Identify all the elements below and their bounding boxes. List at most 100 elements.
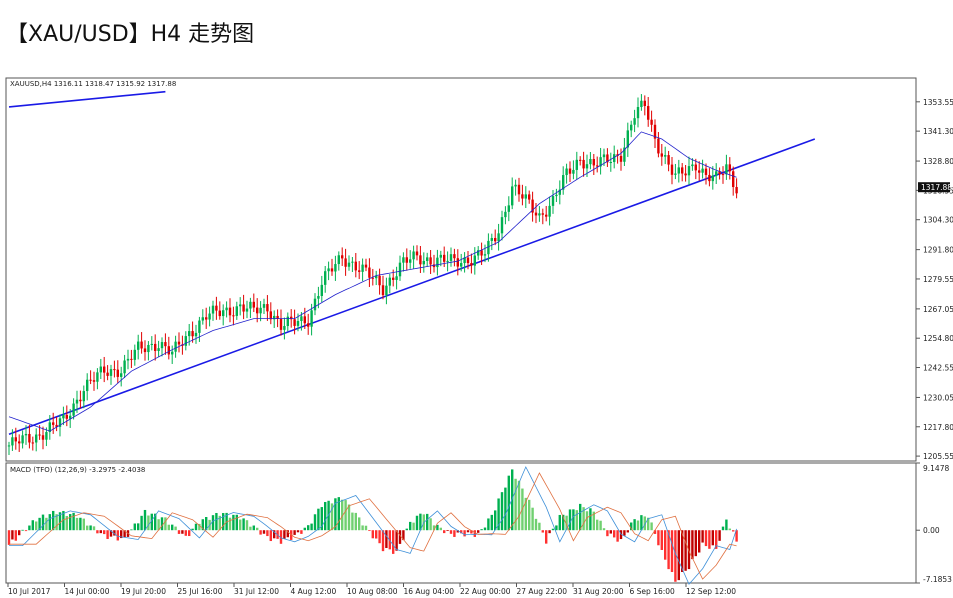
candle-body (266, 304, 269, 312)
macd-bar (24, 530, 28, 532)
macd-bar (259, 530, 262, 535)
candle-body (245, 308, 249, 312)
candle-body (551, 196, 555, 206)
candle-body (228, 307, 232, 316)
macd-bar (589, 508, 592, 531)
candle-body (460, 263, 463, 267)
candle-body (364, 264, 368, 268)
candle-body (55, 424, 58, 427)
candle-body (728, 164, 731, 172)
macd-bar (698, 530, 701, 553)
macd-tick-label: -7.1853 (923, 575, 952, 584)
macd-bar (72, 512, 75, 531)
candle-body (623, 147, 626, 162)
current-price-marker: 1317.88 (918, 182, 952, 193)
macd-bar (572, 509, 575, 531)
candle-body (259, 307, 262, 314)
macd-bar (157, 519, 160, 531)
candle-body (89, 379, 92, 381)
candle-body (194, 332, 198, 337)
candle-body (269, 311, 272, 320)
candle-body (38, 434, 41, 436)
candle-body (647, 106, 650, 120)
candle-body (249, 301, 252, 309)
macd-bar (405, 528, 408, 531)
macd-bar (681, 530, 684, 572)
macd-bar (256, 527, 259, 531)
candle-body (52, 422, 55, 425)
macd-bar (531, 507, 534, 531)
macd-bar (653, 530, 657, 534)
candle-body (368, 267, 371, 278)
macd-bar (453, 530, 456, 537)
candle-body (7, 445, 11, 447)
macd-bar (48, 514, 51, 531)
macd-bar (99, 530, 102, 534)
candle-body (351, 261, 354, 263)
macd-bar (599, 520, 602, 531)
trendline-0 (8, 138, 816, 435)
macd-bar (548, 530, 551, 534)
macd-bar (147, 515, 150, 531)
candle-body (708, 174, 711, 182)
macd-bar (436, 524, 439, 531)
macd-bar (18, 530, 21, 536)
macd-bar (657, 530, 660, 546)
macd-bar (218, 515, 221, 531)
candle-body (511, 186, 514, 206)
candle-body (609, 162, 612, 164)
macd-bar (494, 510, 497, 531)
macd-bar (415, 515, 419, 531)
macd-bar (647, 517, 650, 531)
candle-body (565, 168, 568, 176)
macd-bar (86, 525, 89, 531)
candle-body (419, 255, 422, 265)
price-tick-label: 1205.55 (923, 452, 953, 461)
candle-body (636, 107, 640, 119)
time-tick-label: 10 Aug 08:00 (347, 587, 398, 596)
candle-body (276, 315, 279, 319)
macd-bar (65, 516, 68, 531)
candle-body (75, 399, 79, 404)
time-tick-label: 14 Jul 00:00 (65, 587, 110, 596)
candle-body (483, 254, 487, 256)
price-tick-label: 1267.05 (923, 305, 953, 314)
macd-bar (674, 530, 677, 582)
candle-body (528, 194, 531, 200)
candle-body (65, 414, 68, 419)
macd-bar (463, 530, 466, 537)
macd-bar (385, 530, 388, 548)
main-header: XAUUSD,H4 1316.11 1318.47 1315.92 1317.8… (10, 80, 176, 88)
candle-body (79, 399, 82, 402)
candle-body (334, 264, 337, 272)
macd-bar (514, 478, 517, 531)
candle-body (235, 306, 238, 316)
macd-bar (303, 527, 306, 531)
macd-bar (708, 530, 711, 549)
macd-bar (402, 530, 405, 541)
candle-body (711, 175, 714, 182)
macd-bar (633, 519, 636, 531)
macd-bar (7, 530, 11, 545)
macd-bar (69, 514, 72, 531)
macd-bar (613, 530, 616, 538)
candle-body (572, 169, 575, 174)
macd-bar (113, 530, 116, 536)
macd-bar (133, 523, 136, 531)
macd-bar (409, 521, 412, 531)
macd-bar (650, 522, 653, 531)
macd-bar (198, 523, 201, 531)
candle-body (147, 344, 150, 353)
price-tick-label: 1341.30 (923, 127, 953, 136)
price-tick-label: 1217.80 (923, 423, 953, 432)
candle-body (415, 251, 419, 256)
macd-bar (582, 507, 585, 531)
candle-body (222, 310, 225, 317)
candle-body (667, 155, 670, 165)
candle-body (137, 341, 140, 350)
candle-body (497, 233, 500, 242)
macd-bar (273, 530, 276, 539)
macd-bar (150, 513, 153, 531)
macd-bar (585, 511, 589, 531)
macd-bar (334, 498, 337, 531)
